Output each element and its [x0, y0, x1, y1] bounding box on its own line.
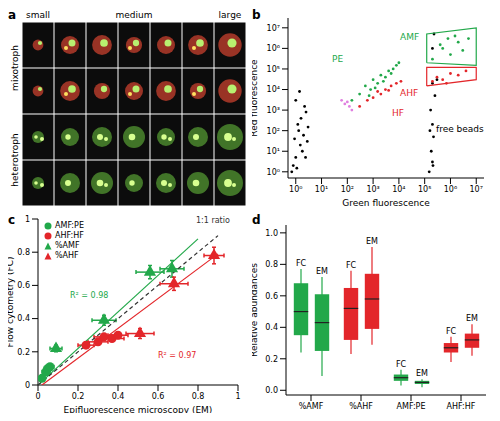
html-text:R² = 0.97: R² = 0.97	[158, 351, 197, 360]
svg-text:FC: FC	[296, 259, 307, 268]
svg-text:0.8: 0.8	[17, 248, 30, 257]
svg-text:10⁰: 10⁰	[289, 185, 302, 194]
svg-text:0.6: 0.6	[17, 281, 30, 290]
svg-text:0.4: 0.4	[17, 314, 30, 323]
svg-text:0.6: 0.6	[265, 292, 278, 301]
svg-text:mixotroph: mixotroph	[10, 45, 20, 91]
svg-text:0: 0	[35, 392, 40, 401]
svg-text:0.0: 0.0	[265, 386, 278, 395]
svg-text:10⁴: 10⁴	[267, 85, 280, 94]
svg-text:10⁶: 10⁶	[267, 44, 280, 53]
svg-text:EM: EM	[316, 267, 328, 276]
svg-text:10²: 10²	[341, 185, 354, 194]
svg-text:0.8: 0.8	[192, 392, 205, 401]
html-text:d: d	[252, 213, 261, 227]
svg-text:10⁷: 10⁷	[267, 24, 280, 33]
svg-text:10³: 10³	[267, 106, 280, 115]
svg-text:10¹: 10¹	[315, 185, 328, 194]
html-text:c: c	[8, 213, 16, 227]
svg-text:Epifluorescence microscopy (EM: Epifluorescence microscopy (EM)	[64, 405, 213, 413]
svg-text:10⁰: 10⁰	[267, 168, 280, 177]
svg-text:medium: medium	[116, 10, 153, 20]
html-text:HF: HF	[392, 108, 404, 118]
svg-text:10³: 10³	[366, 185, 379, 194]
html-text:free beads: free beads	[436, 124, 484, 134]
svg-text:%AHF: %AHF	[349, 402, 373, 411]
svg-text:0: 0	[25, 381, 30, 390]
svg-text:FC: FC	[396, 360, 407, 369]
svg-text:FC: FC	[446, 327, 457, 336]
html-text:PE: PE	[332, 54, 344, 64]
svg-text:0.8: 0.8	[265, 260, 278, 269]
svg-text:Red fluorescence: Red fluorescence	[252, 59, 259, 137]
svg-text:0.4: 0.4	[112, 392, 125, 401]
html-text:AHF: AHF	[400, 88, 419, 98]
html-text:AMF: AMF	[400, 32, 420, 42]
svg-text:0.6: 0.6	[152, 392, 165, 401]
svg-text:10⁷: 10⁷	[470, 185, 483, 194]
svg-text:EM: EM	[416, 369, 428, 378]
svg-text:AHF:HF: AHF:HF	[447, 402, 476, 411]
svg-text:10⁶: 10⁶	[444, 185, 457, 194]
html-text:%AMF: %AMF	[55, 241, 80, 250]
svg-text:10⁴: 10⁴	[392, 185, 405, 194]
svg-text:10²: 10²	[267, 127, 280, 136]
svg-text:heterotroph: heterotroph	[10, 133, 20, 186]
html-text:AHF:HF: AHF:HF	[55, 231, 84, 240]
svg-text:1: 1	[25, 215, 30, 224]
svg-text:FC: FC	[346, 261, 357, 270]
svg-text:small: small	[26, 10, 50, 20]
html-text:a: a	[8, 8, 17, 22]
svg-text:0.2: 0.2	[265, 355, 278, 364]
svg-text:large: large	[219, 10, 242, 20]
html-text:R² = 0.98: R² = 0.98	[70, 291, 109, 300]
svg-text:0.4: 0.4	[265, 323, 278, 332]
svg-text:1: 1	[235, 392, 240, 401]
svg-text:EM: EM	[366, 237, 378, 246]
html-text:b: b	[252, 8, 261, 22]
svg-text:Relative abundances: Relative abundances	[252, 263, 259, 357]
svg-text:1.0: 1.0	[265, 229, 278, 238]
svg-text:AMF:PE: AMF:PE	[397, 402, 426, 411]
svg-text:10⁵: 10⁵	[267, 65, 280, 74]
svg-text:0.2: 0.2	[17, 348, 30, 357]
svg-text:Flow cytometry (FC): Flow cytometry (FC)	[8, 257, 15, 348]
svg-text:0.2: 0.2	[72, 392, 85, 401]
svg-text:Green fluorescence: Green fluorescence	[342, 198, 430, 206]
html-text:1:1 ratio: 1:1 ratio	[196, 216, 230, 225]
svg-text:%AMF: %AMF	[299, 402, 324, 411]
svg-text:EM: EM	[466, 314, 478, 323]
html-text:%AHF: %AHF	[55, 251, 79, 260]
svg-text:10¹: 10¹	[267, 147, 280, 156]
html-text:AMF:PE: AMF:PE	[55, 221, 84, 230]
svg-text:10⁵: 10⁵	[418, 185, 431, 194]
